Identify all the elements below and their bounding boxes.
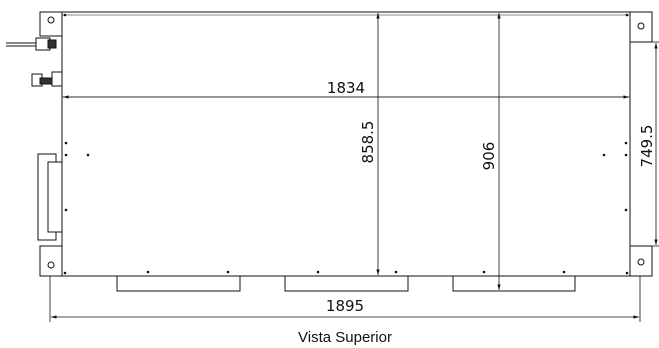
view-caption: Vista Superior (298, 329, 392, 346)
bottom-brackets (116, 275, 576, 292)
screw-dots (63, 13, 629, 275)
mounting-feet (39, 11, 653, 277)
dim-inner-width-label: 1834 (327, 79, 365, 97)
dim-overall-width (49, 276, 641, 322)
dim-overall-width-label: 1895 (326, 297, 364, 315)
dim-side-height (642, 41, 659, 247)
dim-inner-height-label: 858.5 (359, 121, 377, 164)
dim-overall-height-label: 906 (480, 142, 498, 171)
left-fittings (6, 37, 63, 241)
unit-outline (61, 11, 631, 277)
dim-side-height-label: 749.5 (638, 125, 656, 168)
